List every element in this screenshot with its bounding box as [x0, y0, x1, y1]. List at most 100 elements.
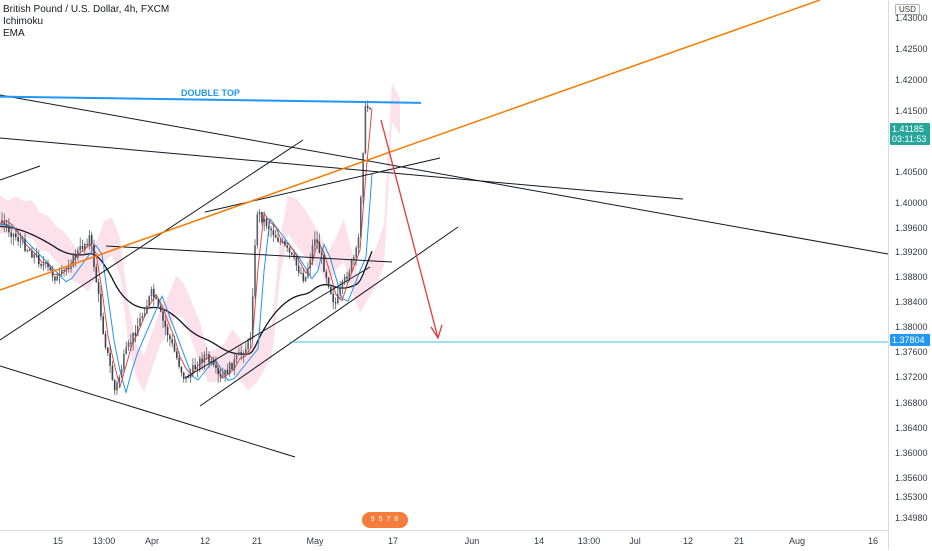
candle-body [61, 269, 63, 274]
time-tick: 12 [682, 536, 694, 546]
price-tick: 1.37600 [895, 347, 928, 357]
price-tick: 1.36000 [895, 448, 928, 458]
candle-body [337, 293, 339, 304]
candle-body [150, 288, 153, 297]
candle-body [58, 273, 61, 277]
candle-body [270, 228, 272, 231]
trend-line [0, 94, 888, 255]
candle-body [40, 264, 42, 266]
candle-body [284, 241, 286, 246]
candle-body [79, 245, 81, 251]
candle-body [51, 270, 54, 277]
candle-body [242, 353, 245, 355]
candle-body [341, 281, 344, 289]
candle-body [123, 353, 125, 370]
candle-body [274, 235, 277, 238]
candle-body [231, 362, 233, 370]
time-tick: Jun [464, 536, 480, 546]
price-tick: 1.39200 [895, 247, 928, 257]
candle-body [300, 272, 302, 274]
chart-legend: British Pound / U.S. Dollar, 4h, FXCM Ic… [3, 4, 169, 40]
candle-body [113, 380, 116, 391]
candle-body [346, 276, 348, 279]
candle-body [164, 320, 167, 328]
candle-body [72, 254, 75, 267]
candle-body [182, 372, 185, 379]
candle-body [339, 288, 341, 294]
price-tick: 1.35600 [895, 473, 928, 483]
candle-body [189, 372, 192, 378]
currency-badge[interactable]: USD [895, 4, 920, 15]
candle-body [146, 305, 148, 314]
price-tick: 1.36800 [895, 398, 928, 408]
candle-body [187, 376, 190, 378]
candle-body [157, 299, 160, 306]
candle-body [364, 106, 367, 154]
candle-body [219, 374, 222, 377]
candle-body [86, 243, 88, 245]
level-price-badge: 1.37804 [890, 334, 930, 346]
price-tick: 1.40000 [895, 198, 928, 208]
candle-body [263, 218, 265, 222]
time-axis[interactable]: 15 13:00 Apr 12 21 May 17 Jun 14 13:00 Jul 12 21 Aug 1… [0, 530, 888, 551]
bar-countdown: 03:11:53 [892, 134, 927, 144]
candle-body [222, 375, 224, 377]
candle-body [201, 358, 203, 363]
price-tick: 1.40500 [895, 167, 928, 177]
candle-body [127, 342, 130, 348]
candle-body [33, 254, 35, 258]
candle-body [24, 239, 26, 251]
candle-body [44, 263, 47, 265]
candle-body [353, 257, 355, 260]
candle-body [166, 327, 169, 336]
chart-area[interactable]: British Pound / U.S. Dollar, 4h, FXCM Ic… [0, 0, 888, 530]
candle-body [10, 232, 12, 237]
candle-body [120, 369, 123, 377]
candle-body [314, 239, 316, 246]
events-badge[interactable]: 9 5 7 8 [362, 512, 408, 528]
indicator-ema[interactable]: EMA [3, 28, 25, 39]
trend-line [105, 245, 393, 263]
candle-body [31, 250, 33, 258]
projection-arrow [380, 119, 439, 339]
candle-body [334, 302, 337, 304]
candle-body [49, 267, 52, 271]
time-tick: 17 [387, 536, 399, 546]
price-tick: 1.37200 [895, 372, 928, 382]
candle-body [176, 351, 178, 358]
candle-body [111, 365, 114, 381]
candle-body [47, 263, 49, 268]
candle-body [143, 313, 146, 317]
double-top-label[interactable]: DOUBLE TOP [181, 88, 240, 98]
candle-body [54, 276, 56, 281]
candle-body [3, 222, 6, 225]
candle-body [38, 255, 40, 265]
candle-body [42, 263, 45, 266]
time-tick: May [306, 536, 324, 546]
candle-body [196, 368, 199, 370]
price-chart[interactable] [0, 0, 888, 530]
candle-body [343, 276, 346, 282]
price-axis[interactable]: USD 1.43000 1.42500 1.42000 1.41500 1.40500 1… [888, 0, 932, 550]
candle-body [159, 305, 162, 312]
price-tick: 1.34980 [895, 513, 928, 523]
time-tick: 13:00 [92, 536, 116, 546]
candle-body [88, 235, 91, 245]
time-tick: 21 [733, 536, 745, 546]
candle-body [109, 352, 111, 366]
candle-body [240, 352, 242, 354]
candle-body [199, 358, 201, 369]
candle-body [84, 243, 86, 250]
candle-body [212, 361, 215, 365]
candle-body [155, 297, 157, 300]
time-tick: Apr [144, 536, 160, 546]
candle-body [139, 318, 141, 327]
symbol-title[interactable]: British Pound / U.S. Dollar, 4h, FXCM [3, 4, 170, 15]
candle-body [261, 211, 263, 222]
candle-body [102, 316, 104, 334]
time-tick: Jul [629, 536, 641, 546]
price-tick: 1.36400 [895, 423, 928, 433]
candle-body [104, 333, 107, 348]
candle-body [279, 241, 282, 243]
indicator-ichimoku[interactable]: Ichimoku [3, 16, 44, 27]
